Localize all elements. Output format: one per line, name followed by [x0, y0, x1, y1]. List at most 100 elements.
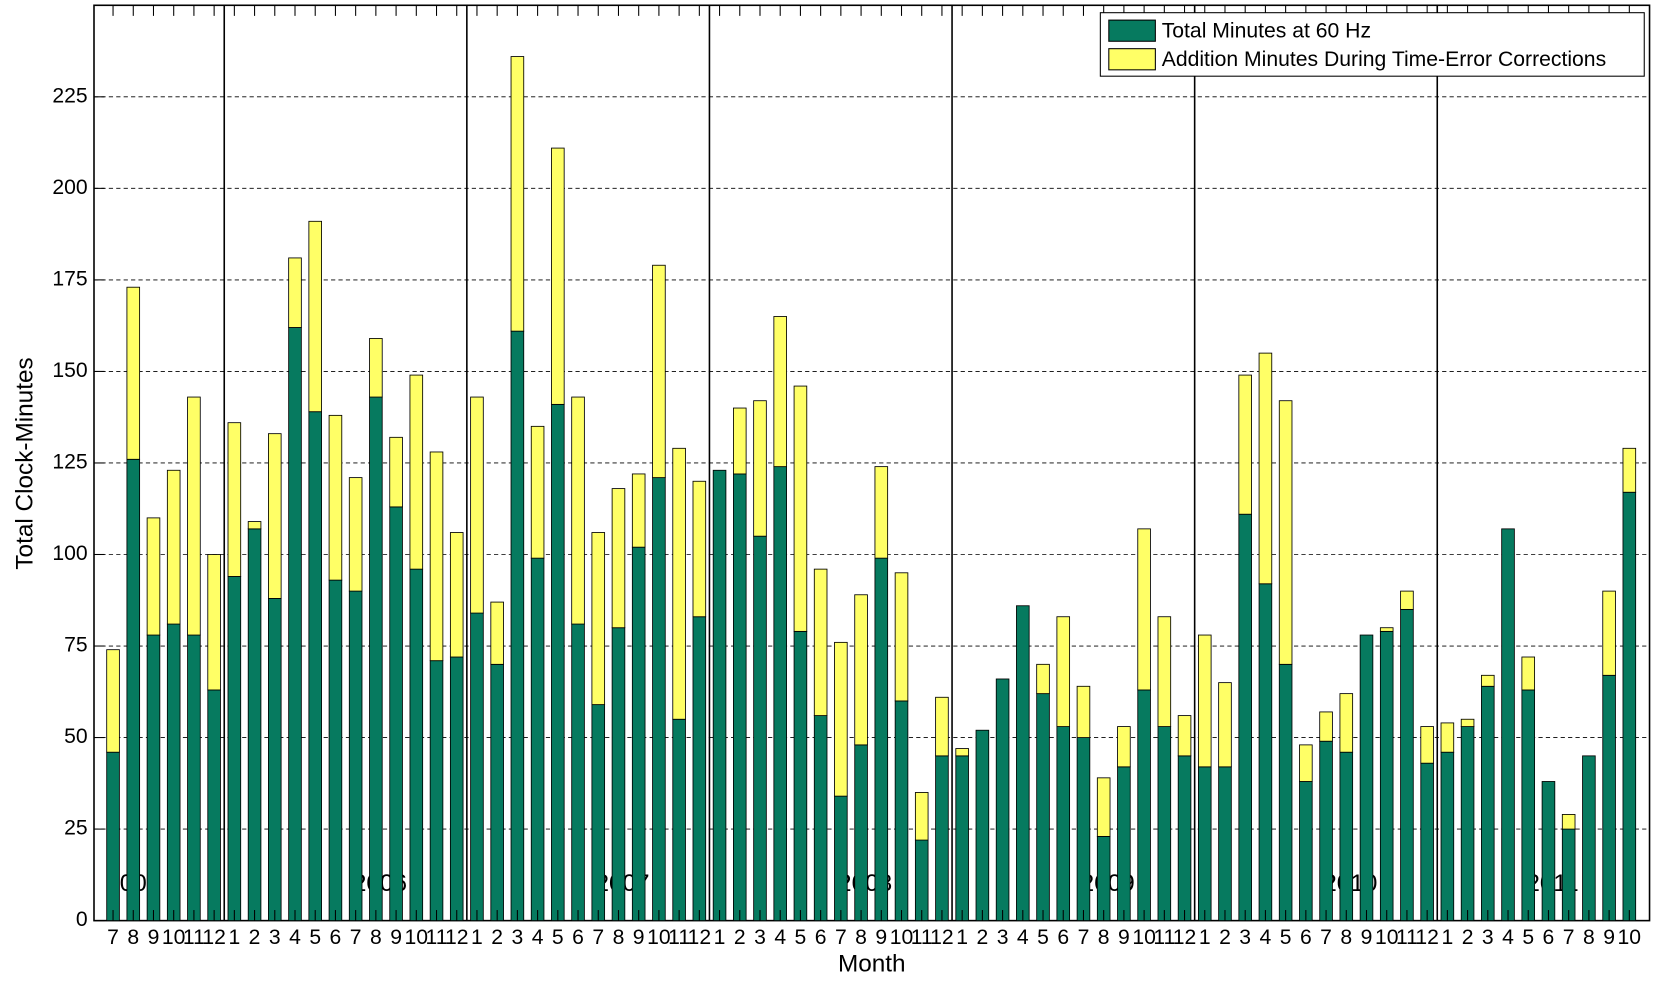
x-tick-label: 6 — [1057, 926, 1069, 949]
bar-segment — [813, 568, 828, 717]
bar-segment — [1602, 674, 1616, 922]
bar-segment — [510, 56, 525, 332]
bar-segment — [1096, 777, 1111, 837]
bar-segment — [1420, 762, 1434, 922]
x-tick-label: 2 — [1462, 926, 1474, 949]
y-tick-label: 175 — [52, 267, 87, 290]
x-tick-label: 9 — [1118, 926, 1130, 949]
bar-segment — [914, 792, 929, 841]
x-tick-label: 9 — [1361, 926, 1373, 949]
bar-segment — [793, 385, 808, 632]
x-tick-label: 2 — [734, 926, 746, 949]
bar-segment — [1096, 835, 1111, 922]
x-tick-label: 2 — [249, 926, 261, 949]
bar-segment — [126, 286, 141, 460]
x-tick-label: 12 — [445, 926, 469, 949]
bar-segment — [611, 627, 626, 922]
x-tick-label: 10 — [1132, 926, 1156, 949]
legend-box — [1099, 12, 1645, 77]
x-tick-label: 7 — [107, 926, 119, 949]
x-tick-label: 7 — [1078, 926, 1090, 949]
bar-segment — [1379, 627, 1394, 632]
x-tick-label: 7 — [835, 926, 847, 949]
x-tick-label: 9 — [875, 926, 887, 949]
bar-segment — [1521, 656, 1536, 691]
bar-segment — [1602, 590, 1616, 676]
bar-segment — [1622, 491, 1637, 922]
bar-segment — [166, 469, 181, 625]
bar-segment — [409, 374, 424, 570]
bar-segment — [1157, 726, 1172, 922]
bar-segment — [207, 689, 221, 922]
legend-swatch — [1108, 19, 1156, 42]
x-tick-label: 7 — [350, 926, 362, 949]
x-tick-label: 5 — [1522, 926, 1534, 949]
bar-segment — [1056, 616, 1071, 727]
bar-segment — [470, 612, 484, 922]
bar-segment — [1218, 682, 1232, 768]
x-tick-label: 1 — [956, 926, 968, 949]
bar-segment — [1561, 828, 1576, 922]
bar-segment — [712, 469, 727, 922]
bar-segment — [793, 630, 808, 922]
x-tick-label: 8 — [855, 926, 867, 949]
bar-segment — [733, 473, 747, 922]
bar-segment — [490, 663, 504, 922]
bar-segment — [1117, 766, 1131, 922]
x-tick-label: 4 — [1017, 926, 1029, 949]
bar-segment — [672, 447, 686, 720]
bar-segment — [1359, 634, 1374, 922]
bar-segment — [894, 572, 909, 702]
x-tick-label: 8 — [370, 926, 382, 949]
bar-segment — [106, 649, 120, 753]
x-tick-label: 12 — [1415, 926, 1439, 949]
bar-segment — [1258, 352, 1273, 585]
bar-segment — [1177, 755, 1192, 922]
bar-segment — [1319, 711, 1333, 742]
bar-segment — [207, 554, 221, 691]
bar-segment — [571, 396, 585, 625]
bar-segment — [1339, 751, 1354, 922]
x-tick-label: 12 — [930, 926, 954, 949]
bar-segment — [1622, 447, 1637, 493]
bar-segment — [692, 616, 707, 922]
x-tick-label: 5 — [309, 926, 321, 949]
bar-segment — [227, 576, 242, 922]
x-tick-label: 4 — [1502, 926, 1514, 949]
bar-segment — [429, 660, 444, 922]
bar-segment — [288, 327, 302, 922]
x-tick-label: 11 — [911, 926, 933, 949]
bar-segment — [773, 466, 787, 922]
x-tick-label: 2 — [1219, 926, 1231, 949]
bar-segment — [652, 264, 666, 479]
bar-segment — [935, 696, 949, 757]
x-tick-label: 11 — [1396, 926, 1418, 949]
x-tick-label: 1 — [228, 926, 240, 949]
bar-segment — [1197, 766, 1212, 922]
bar-segment — [1440, 751, 1455, 922]
x-tick-label: 1 — [1199, 926, 1211, 949]
bar-segment — [328, 579, 343, 922]
bar-segment — [571, 623, 585, 922]
bar-segment — [834, 795, 848, 922]
x-tick-label: 4 — [774, 926, 786, 949]
bar-segment — [328, 414, 343, 581]
bar-segment — [510, 330, 525, 922]
bar-segment — [369, 396, 383, 922]
bar-segment — [1076, 737, 1091, 922]
bar-segment — [1036, 693, 1050, 922]
bar-segment — [1541, 781, 1556, 922]
bar-segment — [288, 257, 302, 328]
bar-segment — [126, 458, 141, 922]
y-tick-label: 50 — [64, 725, 88, 748]
x-tick-label: 8 — [613, 926, 625, 949]
x-tick-label: 3 — [1239, 926, 1251, 949]
x-tick-label: 12 — [688, 926, 712, 949]
bar-segment — [692, 480, 707, 618]
bar-segment — [1379, 630, 1394, 922]
bar-segment — [1076, 685, 1091, 738]
bar-segment — [1339, 693, 1354, 753]
x-tick-label: 10 — [890, 926, 914, 949]
bar-segment — [348, 590, 363, 922]
x-tick-label: 11 — [1153, 926, 1175, 949]
